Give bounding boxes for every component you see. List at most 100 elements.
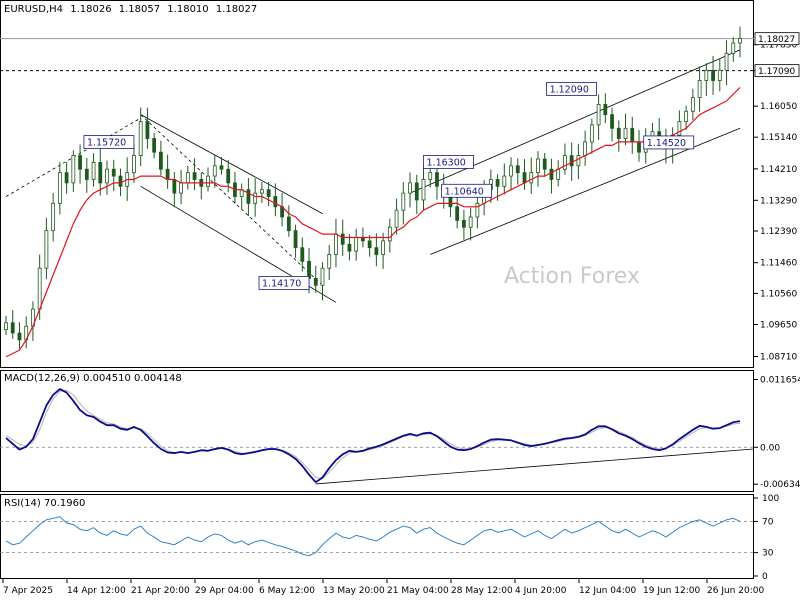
- x-tick-label: 7 Apr 2025: [3, 586, 53, 596]
- candle-body: [98, 162, 103, 184]
- candle-body: [354, 237, 359, 252]
- candle-body: [502, 175, 507, 187]
- rsi-y-tick-label: 30: [762, 549, 774, 559]
- candle-body: [462, 220, 466, 228]
- candle-body: [381, 240, 386, 255]
- candle-body: [145, 121, 150, 139]
- candle-body: [327, 254, 332, 269]
- candle-body: [394, 209, 399, 228]
- candle-body: [158, 151, 163, 170]
- rsi-y-tick-label: 0: [762, 572, 768, 582]
- candle-body: [91, 162, 96, 180]
- low-value: 1.18010: [167, 4, 209, 15]
- candle-body: [273, 196, 278, 208]
- candle-body: [596, 104, 601, 126]
- price-label: 1.12090: [546, 82, 597, 96]
- price-label: 1.14520: [643, 135, 695, 150]
- candle-body: [616, 127, 621, 139]
- candle-body: [731, 42, 736, 54]
- price-label: 1.16300: [423, 155, 474, 169]
- macd-pane-frame: [0, 370, 754, 492]
- candle-body: [71, 155, 76, 184]
- candle-body: [219, 165, 224, 170]
- candle-body: [603, 104, 608, 116]
- y-tick-label: 1.14210: [760, 165, 797, 175]
- price-label-text: 1.12090: [550, 84, 589, 95]
- x-tick-label: 21 Apr 20:00: [131, 586, 190, 596]
- candle-body: [522, 172, 527, 184]
- y-tick-label: 1.08710: [760, 353, 797, 363]
- candle-body: [515, 165, 520, 174]
- candle-body: [165, 168, 170, 180]
- candle-body: [4, 322, 8, 330]
- last-price-marker: [754, 32, 800, 46]
- price-label-box: [258, 276, 310, 290]
- rsi-pane-frame: [0, 494, 754, 579]
- macd-y-tick-label: -0.006345: [760, 480, 800, 490]
- rsi-y-tick-label: 70: [762, 517, 774, 527]
- price-label-box: [441, 183, 492, 198]
- candle-body: [435, 172, 439, 187]
- price-label-text: 1.14520: [647, 138, 686, 149]
- watermark: Action Forex: [504, 264, 640, 289]
- candle-body: [300, 247, 305, 262]
- y-tick-label: 1.10560: [760, 289, 797, 299]
- x-tick-label: 19 Jun 12:00: [643, 586, 700, 596]
- candle-body: [334, 233, 338, 255]
- x-tick-label: 6 May 12:00: [259, 586, 315, 596]
- candle-body: [475, 202, 480, 218]
- candle-body: [542, 158, 547, 170]
- candle-body: [266, 189, 271, 197]
- candle-body: [589, 124, 594, 143]
- level-label: 1.17090: [758, 67, 795, 77]
- candle-body: [637, 141, 641, 153]
- candle-body: [623, 127, 628, 139]
- y-tick-label: 1.16050: [760, 102, 797, 112]
- x-tick-label: 12 Jun 04:00: [579, 586, 636, 596]
- price-label-box: [643, 135, 695, 150]
- y-tick-label: 1.17850: [760, 41, 797, 51]
- candle-body: [347, 243, 352, 252]
- open-value: 1.18026: [70, 4, 112, 15]
- candle-body: [78, 155, 82, 170]
- candle-body: [138, 121, 143, 156]
- x-tick-label: 14 Apr 12:00: [67, 586, 126, 596]
- macd-main-line: [5, 388, 741, 484]
- candle-body: [690, 97, 695, 112]
- x-tick-label: 13 May 20:00: [323, 586, 385, 596]
- candle-body: [697, 80, 702, 98]
- price-label-box: [423, 155, 474, 169]
- price-label-box: [546, 82, 597, 96]
- candle-body: [738, 38, 742, 44]
- candle-body: [320, 267, 325, 286]
- candle-body: [711, 69, 715, 81]
- macd-y-tick-label: 0.00: [760, 443, 780, 453]
- candle-body: [152, 138, 157, 153]
- candle-body: [340, 233, 345, 245]
- candle-body: [549, 168, 554, 180]
- candle-body: [509, 165, 513, 177]
- close-value: 1.18027: [215, 4, 258, 15]
- candle-body: [185, 172, 190, 184]
- trendline-early-trend: [5, 117, 141, 197]
- rsi-pane: 100 70 30 0: [0, 494, 779, 582]
- candle-body: [105, 168, 109, 184]
- candle-body: [367, 240, 372, 249]
- price-header: EURUSD,H4 1.18026 1.18057 1.18010 1.1802…: [4, 4, 261, 15]
- macd-title: MACD(12,26,9) 0.004510 0.004148: [4, 373, 182, 384]
- candle-body: [704, 69, 709, 81]
- candle-body: [172, 179, 177, 194]
- x-tick-label: 28 May 12:00: [451, 586, 513, 596]
- candle-body: [226, 168, 231, 184]
- candle-body: [44, 230, 49, 269]
- y-tick-label: 1.13290: [760, 196, 797, 206]
- candle-body: [64, 172, 69, 184]
- candle-body: [179, 182, 183, 194]
- candle-body: [563, 155, 567, 170]
- candle-body: [468, 216, 473, 228]
- candle-body: [556, 168, 561, 180]
- trendline-channel-down-upper: [140, 114, 323, 214]
- last-price-label: 1.18027: [758, 35, 795, 45]
- price-pane: 1.15720 1.14170 1.16300 1.12090 1.10640 1.145…: [0, 26, 800, 363]
